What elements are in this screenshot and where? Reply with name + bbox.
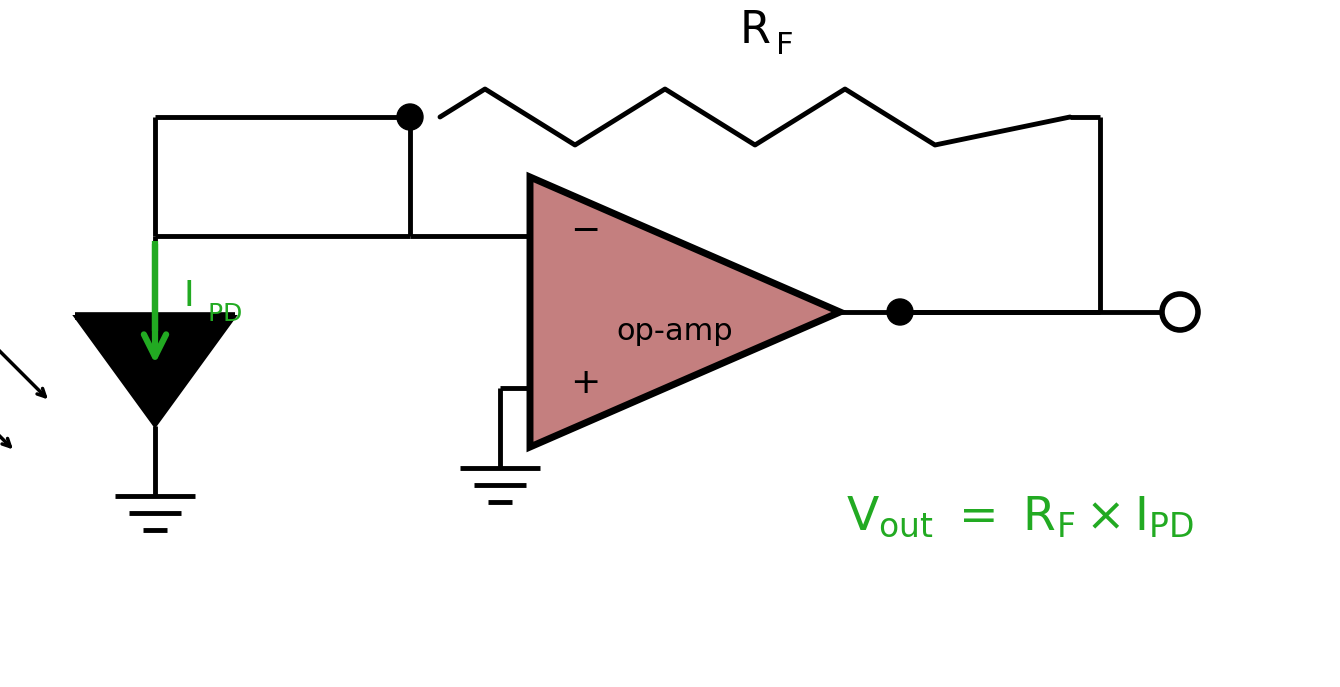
Text: −: − <box>570 214 600 249</box>
Circle shape <box>887 299 913 325</box>
Text: $\mathsf{R}$: $\mathsf{R}$ <box>740 9 770 52</box>
Text: $\mathsf{F}$: $\mathsf{F}$ <box>775 31 793 60</box>
Text: $\mathsf{V_{out}\ =\ R_F \times I_{PD}}$: $\mathsf{V_{out}\ =\ R_F \times I_{PD}}$ <box>846 495 1194 539</box>
Text: op-amp: op-amp <box>616 317 733 346</box>
Text: $\mathsf{PD}$: $\mathsf{PD}$ <box>206 302 243 326</box>
Polygon shape <box>531 177 840 447</box>
Polygon shape <box>75 317 234 427</box>
Circle shape <box>397 104 423 130</box>
Text: +: + <box>570 365 600 400</box>
Circle shape <box>1162 294 1198 330</box>
Text: $\mathsf{I}$: $\mathsf{I}$ <box>184 280 192 313</box>
